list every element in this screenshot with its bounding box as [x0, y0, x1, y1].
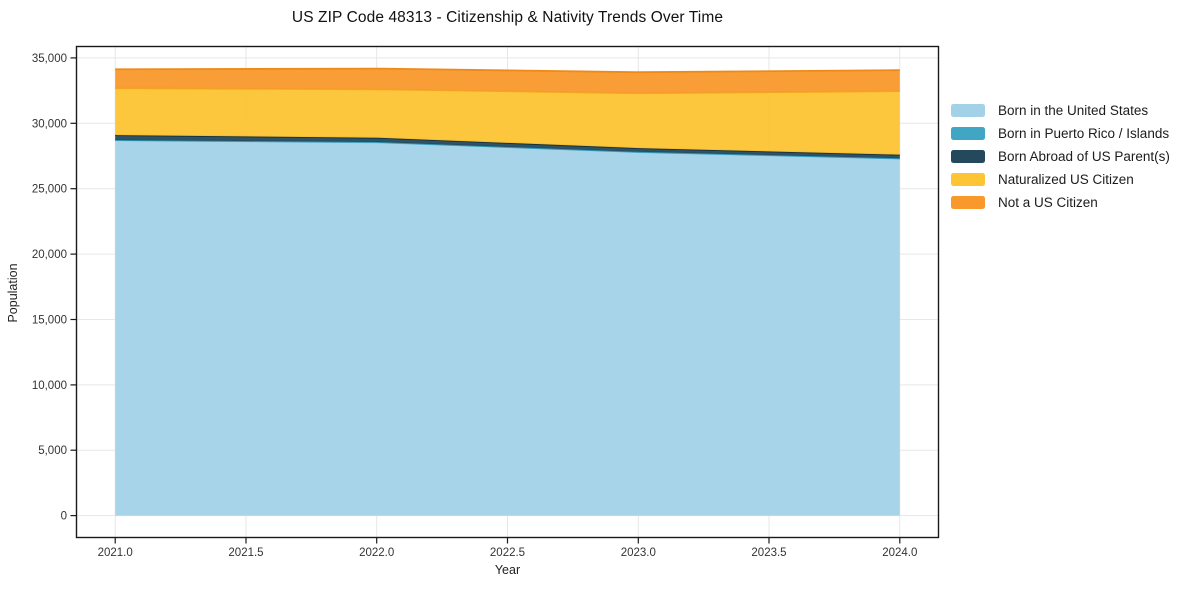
legend-item-born-in-puerto-rico-islands: Born in Puerto Rico / Islands	[951, 126, 1170, 141]
legend-swatch-icon	[951, 127, 985, 140]
legend: Born in the United States Born in Puerto …	[951, 103, 1170, 219]
y-tick-label: 30,000	[32, 118, 67, 130]
x-tick-label: 2024.0	[882, 547, 917, 559]
y-tick-label: 25,000	[32, 184, 67, 196]
plot-border	[75, 45, 940, 539]
area-born-in-the-united-states	[115, 139, 900, 516]
y-tick-label: 15,000	[32, 315, 67, 327]
chart-title: US ZIP Code 48313 - Citizenship & Nativi…	[291, 9, 724, 26]
legend-label: Born in Puerto Rico / Islands	[998, 126, 1170, 141]
legend-label: Born in the United States	[998, 103, 1149, 118]
x-axis-label: Year	[494, 563, 521, 577]
y-tick-label: 35,000	[32, 53, 67, 65]
x-tick-label: 2023.0	[621, 547, 656, 559]
tick-labels: 0 5,000 10,000 15,000 20,000 25,000 30,000 35,0…	[32, 53, 918, 559]
legend-swatch-icon	[951, 196, 985, 209]
legend-label: Born Abroad of US Parent(s)	[998, 149, 1170, 164]
legend-item-born-abroad-of-us-parents: Born Abroad of US Parent(s)	[951, 149, 1170, 164]
x-tick-label: 2021.0	[98, 547, 133, 559]
legend-item-naturalized-us-citizen: Naturalized US Citizen	[951, 172, 1170, 187]
y-axis-label: Population	[6, 263, 20, 323]
y-tick-label: 20,000	[32, 249, 67, 261]
x-tick-label: 2022.0	[359, 547, 394, 559]
y-tick-label: 10,000	[32, 380, 67, 392]
tick-marks	[70, 57, 901, 544]
y-tick-label: 5,000	[38, 445, 67, 457]
x-tick-label: 2021.5	[228, 547, 263, 559]
x-tick-label: 2022.5	[490, 547, 525, 559]
y-tick-label: 0	[61, 511, 67, 523]
legend-swatch-icon	[951, 150, 985, 163]
legend-label: Not a US Citizen	[998, 195, 1098, 210]
legend-label: Naturalized US Citizen	[998, 172, 1134, 187]
area-not-a-us-citizen	[115, 67, 900, 94]
legend-item-born-in-the-united-states: Born in the United States	[951, 103, 1170, 118]
legend-item-not-a-us-citizen: Not a US Citizen	[951, 195, 1170, 210]
legend-swatch-icon	[951, 173, 985, 186]
x-tick-label: 2023.5	[751, 547, 786, 559]
legend-swatch-icon	[951, 104, 985, 117]
